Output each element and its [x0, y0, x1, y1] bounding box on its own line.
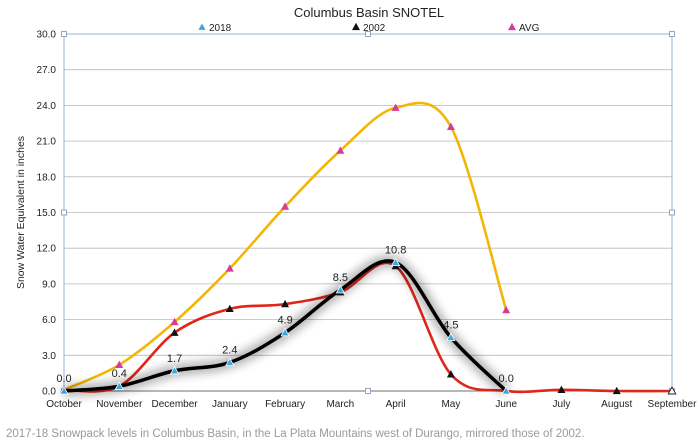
frame-handle	[365, 388, 371, 394]
point-2002-marker	[612, 386, 621, 395]
series-2018	[59, 255, 511, 396]
x-tick-label: August	[601, 399, 632, 410]
y-tick-label: 6.0	[42, 315, 56, 326]
x-tick-label: February	[265, 399, 305, 410]
point-avg-marker	[170, 317, 179, 326]
data-label: 2.4	[222, 344, 237, 356]
data-label: 0.0	[499, 373, 514, 385]
legend-2002-swatch	[352, 22, 360, 31]
data-label: 4.9	[277, 315, 292, 327]
y-tick-label: 15.0	[37, 208, 57, 219]
legend-label: AVG	[519, 23, 540, 34]
point-2002-marker	[225, 304, 234, 313]
point-avg-marker	[446, 122, 455, 130]
y-tick-label: 24.0	[37, 101, 57, 112]
series-2018-line	[62, 259, 508, 393]
point-2018-marker	[169, 365, 180, 375]
legend-item-2002: 2002	[352, 22, 386, 34]
point-2018-marker	[114, 381, 124, 390]
x-tick-label: November	[96, 399, 143, 410]
y-tick-label: 0.0	[42, 387, 56, 398]
point-2002-marker	[557, 385, 566, 393]
x-tick-label: December	[151, 399, 198, 410]
point-2018-marker	[59, 385, 69, 395]
y-tick-label: 18.0	[37, 172, 57, 183]
x-tick-label: March	[326, 399, 354, 410]
y-tick-label: 27.0	[37, 65, 57, 76]
frame-handle	[669, 209, 675, 216]
y-tick-label: 21.0	[37, 137, 57, 148]
point-2002-marker	[281, 299, 290, 308]
frame-handle	[61, 31, 67, 37]
x-axis: October November December January February Ma…	[46, 399, 697, 410]
x-tick-label: May	[441, 399, 460, 410]
y-tick-label: 12.0	[37, 244, 57, 255]
x-tick-label: September	[648, 399, 698, 410]
point-avg-marker	[225, 264, 234, 272]
y-tick-label: 9.0	[42, 279, 56, 290]
series-layer	[59, 101, 677, 396]
figure-caption: 2017-18 Snowpack levels in Columbus Basi…	[6, 428, 585, 440]
y-tick-label: 30.0	[37, 30, 57, 41]
x-tick-label: January	[212, 399, 248, 410]
legend-item-avg: AVG	[508, 22, 540, 34]
legend-label: 2002	[363, 23, 386, 34]
y-axis: 0.0 3.0 6.0 9.0 12.0 15.0 18.0 21.0 24.0 27.0 30.0	[37, 30, 57, 398]
point-2018-marker	[446, 332, 456, 342]
point-2018-marker	[501, 385, 511, 395]
legend-label: 2018	[209, 23, 232, 34]
frame-handle	[61, 209, 67, 216]
snowpack-chart: Columbus Basin SNOTEL 2018 2002 AVG 0.03.0…	[15, 5, 697, 410]
data-label: 10.8	[385, 244, 406, 256]
y-tick-label: 3.0	[42, 351, 56, 362]
point-2018-marker	[280, 327, 290, 337]
data-label: 0.4	[112, 368, 127, 380]
point-avg-marker	[502, 305, 511, 314]
series-avg	[60, 101, 511, 393]
legend: 2018 2002 AVG	[197, 22, 540, 34]
chart-title: Columbus Basin SNOTEL	[294, 5, 444, 20]
legend-item-2018: 2018	[197, 22, 232, 34]
series-avg-line	[62, 101, 508, 392]
data-label: 4.5	[443, 319, 458, 331]
point-avg-marker	[115, 360, 124, 368]
point-2018-marker	[225, 357, 235, 366]
frame-handle	[669, 31, 675, 37]
legend-2018-swatch	[197, 22, 207, 31]
data-label: 8.5	[333, 272, 348, 284]
frame-handle	[365, 31, 371, 37]
point-avg-marker	[336, 146, 345, 154]
point-2002-marker	[170, 328, 179, 336]
y-axis-label: Snow Water Equivalent in inches	[15, 136, 27, 289]
data-label: 0.0	[56, 373, 71, 385]
grid	[61, 31, 675, 394]
point-2018-marker	[335, 284, 346, 294]
endpoint-marker	[667, 386, 677, 395]
legend-avg-swatch	[508, 22, 516, 31]
point-2018-marker	[390, 257, 401, 267]
x-tick-label: October	[46, 399, 82, 410]
data-label: 1.7	[167, 353, 182, 365]
point-2002-marker	[446, 370, 455, 378]
data-labels: 0.0 0.4 1.7 2.4 4.9 8.5 10.8 4.5 0.0	[56, 244, 513, 385]
x-tick-label: July	[553, 399, 571, 410]
point-avg-marker	[391, 103, 400, 111]
x-tick-label: June	[495, 399, 517, 410]
point-avg-marker	[281, 202, 290, 210]
x-tick-label: April	[386, 399, 406, 410]
